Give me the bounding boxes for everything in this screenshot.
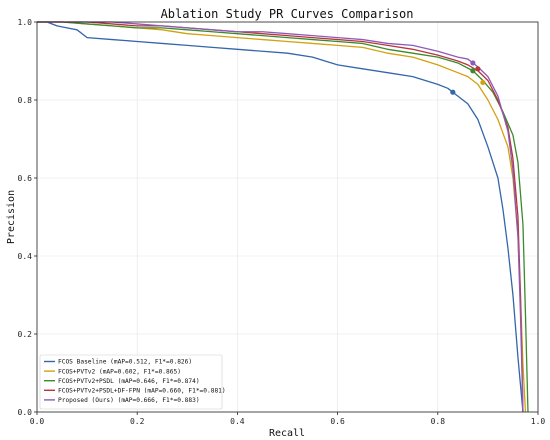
axis-ticks: 0.0 0.2 0.4 0.6 0.8 1.0 0.0 0.2 0.4 0.6 0.8 1.0 [18, 18, 546, 426]
series-lines [37, 21, 529, 413]
x-tick-label: 1.0 [531, 417, 546, 426]
plot-frame [36, 21, 539, 413]
legend-entry-4: Proposed (Ours) (mAP=0.666, F1*=0.883) [58, 397, 200, 404]
legend: FCOS Baseline (mAP=0.512, F1*=0.826) FCOS… [39, 354, 226, 410]
x-tick-label: 0.4 [230, 417, 245, 426]
grid [36, 21, 539, 413]
series-line-3 [37, 21, 524, 413]
chart-title: Ablation Study PR Curves Comparison [161, 7, 414, 21]
x-tick-label: 0.8 [431, 417, 446, 426]
legend-box [39, 354, 223, 410]
best-f1-points [450, 60, 486, 95]
y-tick-label: 0.0 [18, 408, 33, 417]
best-f1-point-2 [470, 68, 476, 74]
x-tick-label: 0.2 [130, 417, 145, 426]
legend-entry-0: FCOS Baseline (mAP=0.512, F1*=0.826) [58, 359, 192, 366]
x-tick-label: 0.0 [30, 417, 45, 426]
y-tick-label: 1.0 [18, 18, 33, 27]
best-f1-point-4 [470, 60, 476, 66]
x-tick-label: 0.6 [330, 417, 345, 426]
legend-entry-2: FCOS+PVTv2+PSDL (mAP=0.646, F1*=0.874) [58, 378, 200, 385]
best-f1-point-3 [475, 66, 481, 72]
y-tick-label: 0.4 [18, 252, 33, 261]
x-axis-label: Recall [269, 428, 305, 439]
best-f1-point-1 [480, 79, 486, 86]
series-line-0 [37, 21, 524, 413]
y-tick-label: 0.2 [18, 330, 33, 339]
best-f1-point-0 [450, 89, 456, 95]
y-tick-label: 0.6 [18, 174, 33, 183]
y-axis-label: Precision [6, 190, 17, 244]
series-line-2 [37, 21, 529, 413]
legend-entry-1: FCOS+PVTv2 (mAP=0.602, F1*=0.865) [58, 368, 181, 375]
series-line-4 [37, 21, 524, 413]
y-tick-label: 0.8 [18, 96, 33, 105]
series-line-1 [37, 21, 527, 413]
legend-entry-3: FCOS+PVTv2+PSDL+DF-FPN (mAP=0.660, F1*=0… [58, 388, 226, 395]
